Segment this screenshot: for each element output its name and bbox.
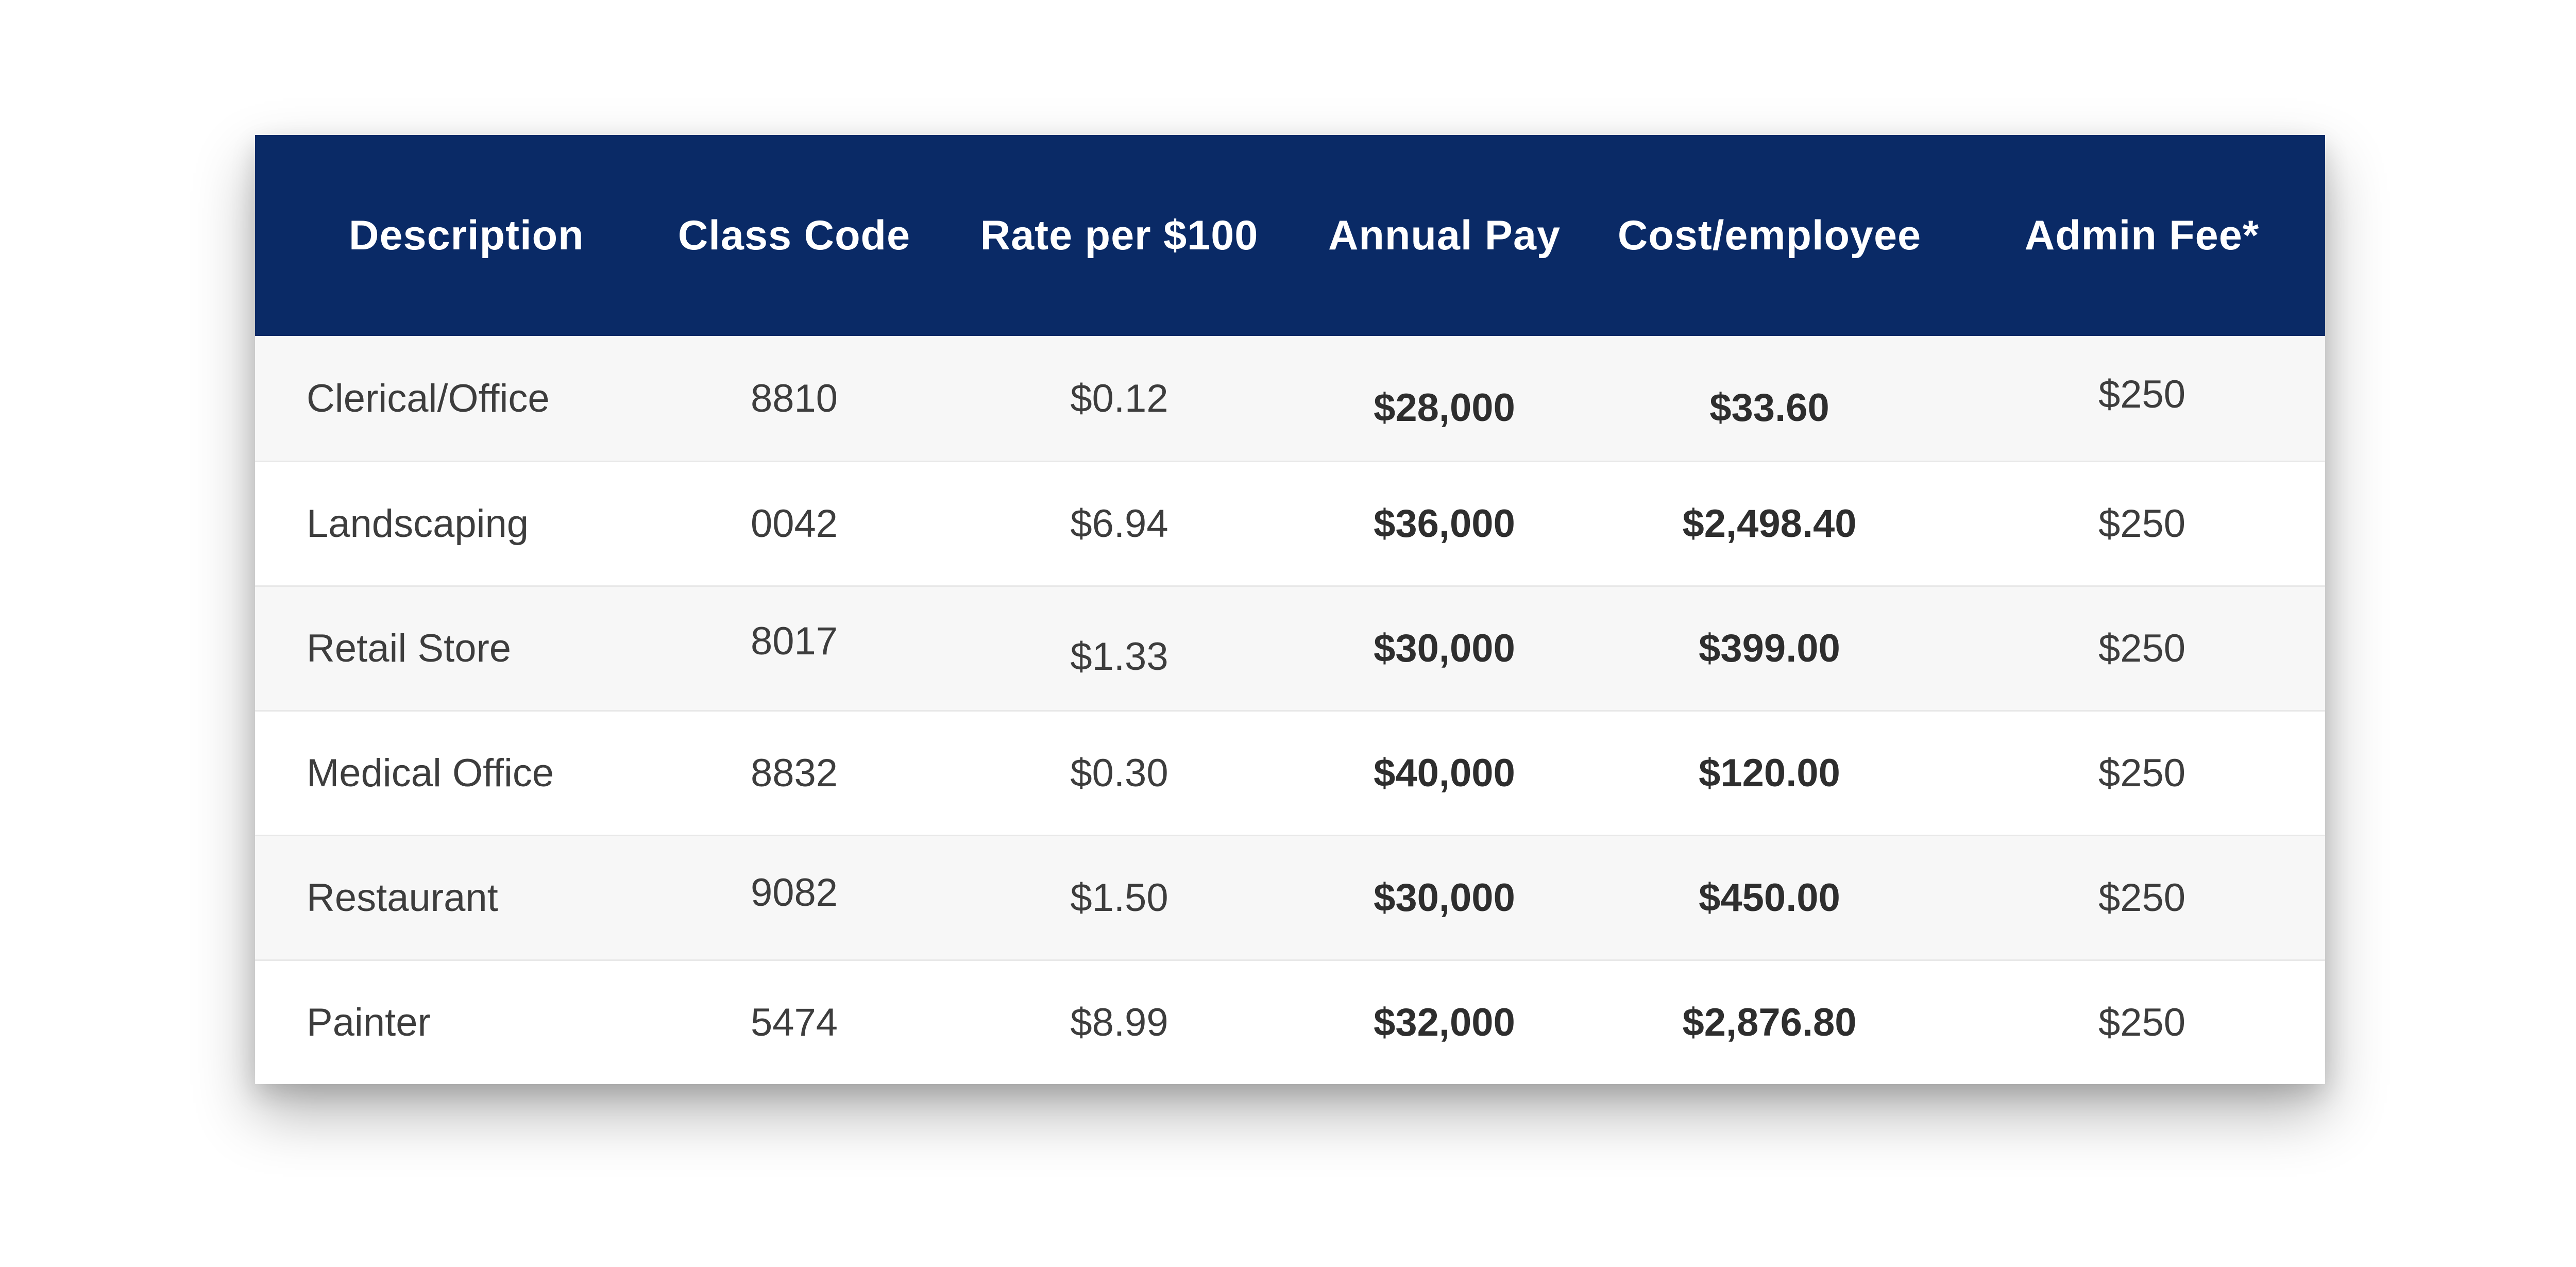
cell-rate: $8.99 [1070, 1001, 1168, 1044]
cell-cost-per-employee: $120.00 [1699, 751, 1840, 795]
cell-cost-per-employee: $2,876.80 [1682, 1001, 1857, 1044]
table-row: Retail Store 8017 $1.33 $30,000 $399.00 … [255, 585, 2325, 710]
cell-description: Medical Office [307, 751, 554, 795]
table-row: Restaurant 9082 $1.50 $30,000 $450.00 $2… [255, 835, 2325, 959]
cell-class-code: 8810 [750, 376, 838, 420]
column-header-annual-pay: Annual Pay [1328, 212, 1561, 259]
cell-rate: $1.50 [1070, 876, 1168, 920]
column-header-description: Description [349, 212, 584, 259]
cell-rate: $0.30 [1070, 751, 1168, 795]
cell-annual-pay: $30,000 [1374, 627, 1515, 670]
cell-admin-fee: $250 [2098, 751, 2186, 795]
cell-class-code: 5474 [750, 1001, 838, 1044]
cell-class-code: 8832 [750, 751, 838, 795]
table-header-row: Description Class Code Rate per $100 Ann… [255, 135, 2325, 336]
cell-admin-fee: $250 [2098, 502, 2186, 546]
cell-admin-fee: $250 [2098, 1001, 2186, 1044]
table-row: Clerical/Office 8810 $0.12 $28,000 $33.6… [255, 336, 2325, 461]
cell-description: Clerical/Office [307, 376, 550, 420]
workers-comp-rate-table: Description Class Code Rate per $100 Ann… [255, 135, 2325, 1084]
cell-annual-pay: $28,000 [1374, 385, 1515, 430]
cell-admin-fee: $250 [2098, 627, 2186, 670]
cell-cost-per-employee: $33.60 [1709, 385, 1829, 430]
cell-class-code: 0042 [750, 502, 838, 546]
cell-rate: $6.94 [1070, 502, 1168, 546]
column-header-rate-per-100: Rate per $100 [980, 212, 1259, 259]
table-row: Medical Office 8832 $0.30 $40,000 $120.0… [255, 710, 2325, 835]
cell-annual-pay: $40,000 [1374, 751, 1515, 795]
column-header-cost-per-employee: Cost/employee [1617, 212, 1922, 259]
column-header-admin-fee: Admin Fee* [2024, 212, 2260, 259]
cell-cost-per-employee: $450.00 [1699, 876, 1840, 920]
cell-description: Painter [307, 1001, 431, 1044]
cell-class-code: 9082 [750, 871, 838, 915]
cell-description: Retail Store [307, 627, 512, 670]
cell-rate: $0.12 [1070, 376, 1168, 420]
cell-cost-per-employee: $2,498.40 [1682, 502, 1857, 546]
cell-annual-pay: $30,000 [1374, 876, 1515, 920]
cell-annual-pay: $32,000 [1374, 1001, 1515, 1044]
cell-description: Restaurant [307, 876, 498, 920]
cell-annual-pay: $36,000 [1374, 502, 1515, 546]
cell-admin-fee: $250 [2098, 372, 2186, 416]
table-row: Painter 5474 $8.99 $32,000 $2,876.80 $25… [255, 959, 2325, 1084]
cell-admin-fee: $250 [2098, 876, 2186, 920]
cell-rate: $1.33 [1070, 635, 1168, 679]
column-header-class-code: Class Code [677, 212, 911, 259]
cell-cost-per-employee: $399.00 [1699, 627, 1840, 670]
cell-class-code: 8017 [750, 619, 838, 663]
table-row: Landscaping 0042 $6.94 $36,000 $2,498.40… [255, 461, 2325, 585]
cell-description: Landscaping [307, 502, 529, 546]
